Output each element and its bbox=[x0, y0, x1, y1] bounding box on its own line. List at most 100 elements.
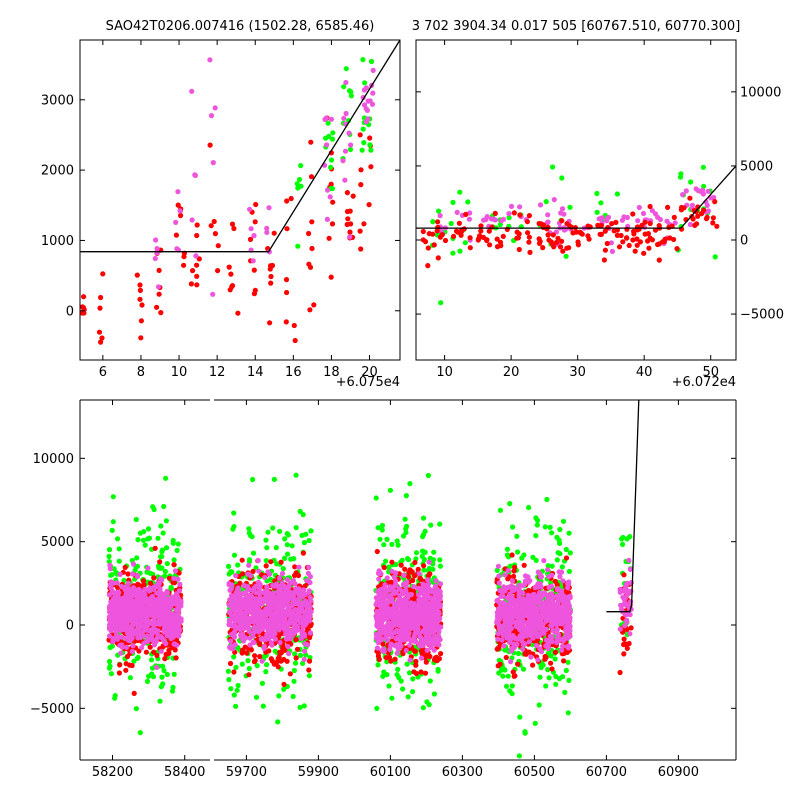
panel2-series0-point bbox=[550, 164, 556, 170]
panel3-series0-point bbox=[410, 676, 416, 682]
panel3-series2-point bbox=[171, 632, 177, 639]
panel2-series1-point bbox=[454, 209, 460, 215]
panel3-series2-point bbox=[142, 586, 148, 593]
panel3-series0-point bbox=[308, 528, 314, 534]
panel3-series0-point bbox=[402, 516, 408, 522]
panel1-series0-point bbox=[79, 304, 86, 310]
panel1-series1-point bbox=[341, 84, 347, 90]
panel3-series2-point bbox=[298, 635, 304, 642]
panel3-series1-point bbox=[418, 648, 425, 654]
panel2-frame bbox=[415, 39, 737, 361]
panel1-series1-point bbox=[347, 146, 354, 153]
panel3-series0-point bbox=[627, 534, 633, 540]
panel3-series1-point bbox=[300, 550, 306, 556]
panel1-series0-point bbox=[361, 221, 367, 227]
panel1-series2-point bbox=[340, 158, 346, 164]
panel3-series1-point bbox=[244, 650, 250, 656]
panel3-series2-point bbox=[285, 603, 291, 609]
panel3-series1-point bbox=[140, 578, 146, 584]
panel3-series0-point bbox=[160, 530, 166, 536]
panel2-series2-point bbox=[692, 222, 698, 228]
panel3-series0-point bbox=[384, 659, 390, 665]
panel3-series2-point bbox=[277, 640, 283, 646]
panel2-series2-point bbox=[630, 211, 636, 217]
panel1-series2-point bbox=[177, 208, 183, 214]
panel3-series2-point bbox=[273, 581, 279, 587]
panel3-series0-point bbox=[134, 563, 141, 569]
panel3-series2-point bbox=[140, 597, 146, 603]
panel3-series2-point bbox=[177, 581, 183, 588]
panel3-series2-point bbox=[171, 641, 178, 647]
panel3-series1-point bbox=[263, 563, 269, 569]
panel2-series2-point bbox=[712, 199, 718, 205]
panel3-series2-point bbox=[130, 630, 136, 636]
panel3-series1-point bbox=[621, 572, 627, 578]
panel3-series0-point bbox=[134, 555, 140, 561]
panel3-series1-point bbox=[143, 649, 149, 655]
panel2-series2-point bbox=[526, 239, 532, 245]
panel3-series0-point bbox=[116, 558, 122, 564]
panel1-series2-point bbox=[210, 160, 216, 166]
panel1-series0-point bbox=[347, 208, 353, 214]
panel3-series2-point bbox=[264, 586, 270, 592]
panel3-series2-point bbox=[125, 634, 131, 640]
panel3-series0-point bbox=[545, 563, 551, 569]
panel2-series0-point bbox=[430, 219, 436, 225]
panel3-series1-point bbox=[413, 662, 419, 668]
panel1-series0-point bbox=[307, 307, 313, 313]
panel3-series1-point bbox=[131, 690, 137, 697]
panel3-series0-point bbox=[533, 533, 539, 539]
panel3-series1-point bbox=[495, 663, 501, 669]
panel3-series2-point bbox=[394, 650, 400, 656]
panel2-series2-point bbox=[494, 236, 500, 242]
panel3-series0-point bbox=[503, 683, 510, 689]
panel2-series1-point bbox=[492, 217, 498, 223]
panel2-series2-point bbox=[548, 239, 554, 245]
panel3-series0-point bbox=[281, 686, 287, 692]
panel3-series0-point bbox=[410, 689, 416, 695]
panel3-series0-point bbox=[547, 524, 553, 530]
panel3-series0-point bbox=[500, 673, 506, 679]
panel3-series2-point bbox=[138, 613, 144, 619]
panel2-series1-point bbox=[544, 219, 551, 226]
panel3-points bbox=[106, 472, 635, 759]
panel1-series0-point bbox=[190, 268, 196, 274]
panel3-series0-point bbox=[437, 557, 443, 563]
panel3-series0-point bbox=[111, 566, 117, 572]
panel1-series0-point bbox=[194, 232, 200, 239]
panel3-series2-point bbox=[122, 625, 128, 632]
panel3-series1-point bbox=[412, 559, 418, 566]
panel1-series2-point bbox=[363, 119, 369, 125]
panel3-series1-point bbox=[141, 582, 147, 588]
panel3-series0-point bbox=[161, 668, 167, 674]
panel3-series0-point bbox=[168, 584, 174, 590]
panel1-series2-point bbox=[264, 225, 270, 231]
panel3-series1-point bbox=[292, 564, 298, 570]
panel1-series0-point bbox=[175, 202, 181, 208]
panel2-series2-point bbox=[624, 235, 630, 241]
panel2-xtick-label: 50 bbox=[702, 365, 719, 380]
panel1-series2-point bbox=[208, 113, 215, 119]
panel1-series0-point bbox=[253, 201, 259, 208]
panel2-series2-point bbox=[609, 221, 615, 227]
panel2-series2-point bbox=[525, 230, 531, 236]
panel1-series0-point bbox=[268, 273, 274, 280]
panel2-series0-point bbox=[712, 254, 718, 260]
panel2-series2-point bbox=[631, 228, 637, 234]
panel3-series0-point bbox=[159, 554, 165, 560]
panel3-series1-point bbox=[411, 669, 417, 675]
panel3-series2-point bbox=[134, 594, 140, 601]
panel3-series2-point bbox=[407, 657, 413, 663]
panel2-series0-point bbox=[465, 199, 471, 205]
panel3-series2-point bbox=[148, 627, 154, 633]
panel3-series0-point bbox=[264, 545, 270, 551]
panel1-series0-point bbox=[284, 289, 290, 296]
panel3-series1-point bbox=[427, 653, 433, 660]
panel3-series0-point bbox=[291, 667, 297, 674]
panel1-xtick-label: 16 bbox=[285, 365, 302, 380]
panel2-series1-point bbox=[498, 218, 505, 224]
panel3-series0-point bbox=[145, 526, 152, 532]
panel3-series0-point bbox=[155, 535, 161, 541]
panel3-series2-point bbox=[262, 574, 268, 581]
panel1-series2-point bbox=[348, 142, 354, 148]
